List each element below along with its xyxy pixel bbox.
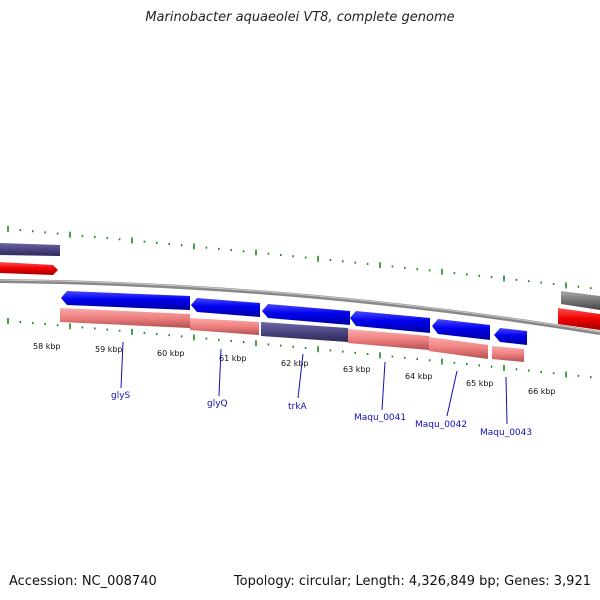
gene-labels: glyS glyQ trkA Maqu_0041 Maqu_0042 Maqu_… <box>111 391 532 438</box>
leader-line-maqu-0041 <box>381 361 386 411</box>
gene-arrow-maqu-0041 <box>350 311 430 333</box>
genome-backbone <box>0 279 600 335</box>
leader-line-glyS <box>120 341 124 389</box>
backbone-highlight <box>0 279 600 333</box>
ruler-label-64kbp: 64 kbp <box>405 372 433 381</box>
accession-label: Accession: NC_008740 <box>9 574 157 589</box>
feature-grey-right <box>561 291 600 310</box>
ruler-label-65kbp: 65 kbp <box>466 379 494 388</box>
ruler-labels: 58 kbp 59 kbp 60 kbp 61 kbp 62 kbp 63 kb… <box>33 342 556 396</box>
feature-red-right <box>558 308 600 330</box>
ruler-label-61kbp: 61 kbp <box>219 354 247 363</box>
gene-box-maqu-0042 <box>429 337 488 359</box>
genome-summary: Topology: circular; Length: 4,326,849 bp… <box>233 574 591 589</box>
gene-label-glyS[interactable]: glyS <box>111 391 131 401</box>
gene-arrow-trkA <box>262 304 350 325</box>
gene-box-maqu-0041 <box>348 329 429 350</box>
gene-arrow-maqu-0043 <box>494 328 527 345</box>
ruler-label-66kbp: 66 kbp <box>528 387 556 396</box>
ruler-label-63kbp: 63 kbp <box>343 365 371 374</box>
gene-label-maqu-0043[interactable]: Maqu_0043 <box>480 428 532 438</box>
ruler-label-60kbp: 60 kbp <box>157 349 185 358</box>
gene-label-maqu-0042[interactable]: Maqu_0042 <box>415 420 467 430</box>
outer-tick-track <box>7 226 592 290</box>
gene-arrow-glyQ <box>191 298 260 317</box>
gene-leader-lines <box>120 341 508 425</box>
gene-label-maqu-0041[interactable]: Maqu_0041 <box>354 413 406 423</box>
gene-arrow-glyS <box>61 291 190 310</box>
leader-line-trkA <box>297 353 304 399</box>
gene-box-glyQ <box>190 318 259 335</box>
gene-label-glyQ[interactable]: glyQ <box>207 399 228 409</box>
gene-box-maqu-0043 <box>492 346 524 362</box>
leader-line-maqu-0043 <box>505 376 508 425</box>
gene-box-trkA <box>261 322 348 342</box>
feature-red-upper-left <box>0 262 58 275</box>
leader-line-maqu-0042 <box>446 370 458 417</box>
gene-label-trkA[interactable]: trkA <box>288 402 307 412</box>
ruler-label-58kbp: 58 kbp <box>33 342 61 351</box>
leader-line-glyQ <box>218 348 222 397</box>
feature-purple-upper-left <box>0 243 60 256</box>
gene-arrow-maqu-0042 <box>432 319 490 340</box>
inner-tick-track <box>7 318 592 379</box>
ruler-label-59kbp: 59 kbp <box>95 345 123 354</box>
genome-title: Marinobacter aquaeolei VT8, complete gen… <box>145 10 455 25</box>
ruler-label-62kbp: 62 kbp <box>281 359 309 368</box>
gene-box-glyS <box>60 308 190 328</box>
